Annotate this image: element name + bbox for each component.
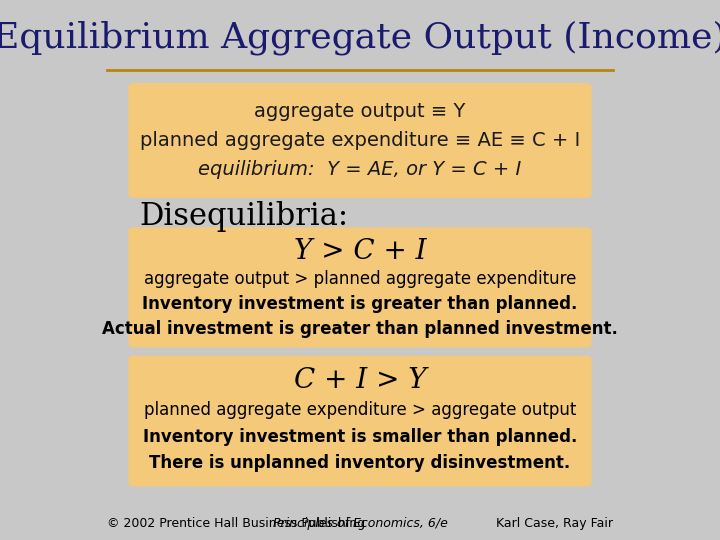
Text: Actual investment is greater than planned investment.: Actual investment is greater than planne… xyxy=(102,320,618,338)
FancyBboxPatch shape xyxy=(128,355,592,487)
Text: Inventory investment is smaller than planned.: Inventory investment is smaller than pla… xyxy=(143,428,577,446)
Text: Principles of Economics, 6/e: Principles of Economics, 6/e xyxy=(273,517,447,530)
Text: planned aggregate expenditure ≡ AE ≡ C + I: planned aggregate expenditure ≡ AE ≡ C +… xyxy=(140,131,580,150)
Text: Equilibrium Aggregate Output (Income): Equilibrium Aggregate Output (Income) xyxy=(0,20,720,55)
FancyBboxPatch shape xyxy=(128,227,592,348)
Text: equilibrium:  Y = AE, or Y = C + I: equilibrium: Y = AE, or Y = C + I xyxy=(199,160,521,179)
Text: © 2002 Prentice Hall Business Publishing: © 2002 Prentice Hall Business Publishing xyxy=(107,517,365,530)
Text: C + I > Y: C + I > Y xyxy=(294,367,426,394)
Text: planned aggregate expenditure > aggregate output: planned aggregate expenditure > aggregat… xyxy=(144,401,576,419)
Text: Karl Case, Ray Fair: Karl Case, Ray Fair xyxy=(496,517,613,530)
Text: Y > C + I: Y > C + I xyxy=(294,238,426,265)
Text: aggregate output > planned aggregate expenditure: aggregate output > planned aggregate exp… xyxy=(144,271,576,288)
Text: Disequilibria:: Disequilibria: xyxy=(139,201,348,232)
Text: There is unplanned inventory disinvestment.: There is unplanned inventory disinvestme… xyxy=(149,454,571,471)
Text: aggregate output ≡ Y: aggregate output ≡ Y xyxy=(254,102,466,120)
Text: Inventory investment is greater than planned.: Inventory investment is greater than pla… xyxy=(143,295,577,314)
FancyBboxPatch shape xyxy=(128,83,592,198)
